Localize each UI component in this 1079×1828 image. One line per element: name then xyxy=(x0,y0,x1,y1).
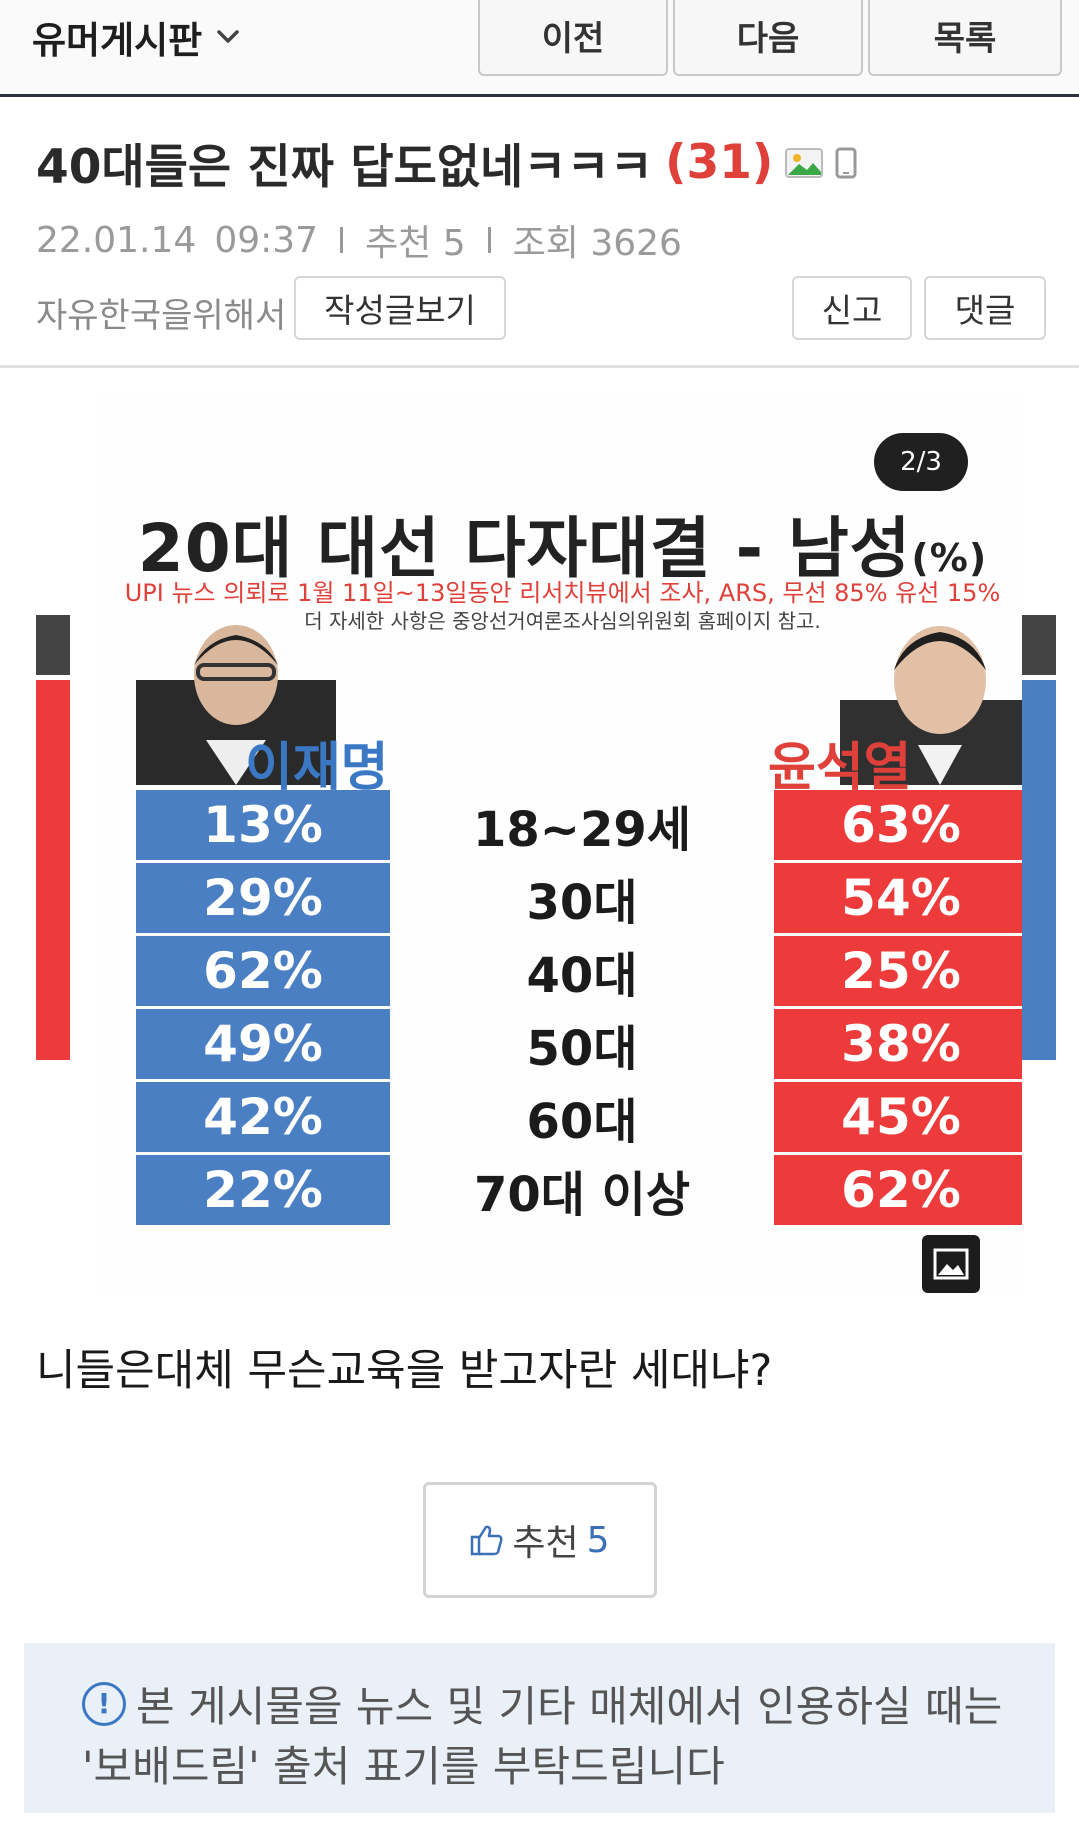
poll-value-left: 22% xyxy=(136,1155,390,1225)
poll-age-group: 70대 이상 xyxy=(474,1167,690,1223)
poll-row: 42% 60대 45% xyxy=(136,1082,1028,1155)
mobile-icon xyxy=(835,147,857,178)
post-time: 09:37 xyxy=(214,219,319,261)
recommend-count: 5 xyxy=(586,1519,610,1561)
recommend-label: 추천 xyxy=(512,1523,579,1564)
recommend-meta: 추천 5 xyxy=(365,223,466,264)
poll-value-left: 62% xyxy=(136,936,390,1006)
next-button[interactable]: 다음 xyxy=(673,0,863,76)
poll-subtitle: UPI 뉴스 의뢰로 1월 11일~13일동안 리서치뷰에서 조사, ARS, … xyxy=(124,579,1001,607)
view-posts-button[interactable]: 작성글보기 xyxy=(294,276,506,340)
post-meta: 22.01.14 09:37 추천 5 조회 3626 xyxy=(36,214,682,266)
post-body: 니들은대체 무슨교육을 받고자란 세대냐? xyxy=(36,1346,773,1396)
poll-age-group: 50대 xyxy=(526,1021,638,1077)
poll-value-right: 45% xyxy=(774,1082,1028,1152)
next-image-slice[interactable] xyxy=(1022,395,1056,1295)
meta-divider xyxy=(487,227,491,253)
poll-row: 29% 30대 54% xyxy=(136,863,1028,936)
header-divider xyxy=(0,365,1079,368)
post-title-text: 40대들은 진짜 답도없네ㅋㅋㅋ xyxy=(36,140,654,195)
poll-row: 22% 70대 이상 62% xyxy=(136,1155,1028,1228)
post-title: 40대들은 진짜 답도없네ㅋㅋㅋ (31) xyxy=(36,128,857,197)
poll-value-right: 63% xyxy=(774,790,1028,860)
candidate-right-photo xyxy=(840,626,1040,785)
poll-value-left: 49% xyxy=(136,1009,390,1079)
poll-title-unit: (%) xyxy=(911,536,988,580)
prev-image-strip xyxy=(36,680,70,1060)
poll-table: 13% 18~29세 63% 29% 30대 54% 62% 40대 25% 49% 50대 38% 4… xyxy=(136,790,1028,1228)
views-meta: 조회 3626 xyxy=(512,223,682,264)
board-selector[interactable]: 유머게시판 xyxy=(32,10,240,64)
poll-value-right: 62% xyxy=(774,1155,1028,1225)
candidate-left-name: 이재명 xyxy=(245,738,389,798)
notice-box: ! 본 게시물을 뉴스 및 기타 매체에서 인용하실 때는 '보배드림' 출처 … xyxy=(24,1643,1055,1813)
notice-line-1: ! 본 게시물을 뉴스 및 기타 매체에서 인용하실 때는 xyxy=(82,1673,1002,1734)
next-image-strip xyxy=(1022,680,1056,1060)
image-attached-icon xyxy=(785,147,824,178)
poll-age-group: 40대 xyxy=(526,948,638,1004)
poll-row: 13% 18~29세 63% xyxy=(136,790,1028,863)
report-button[interactable]: 신고 xyxy=(792,276,912,340)
poll-title-text: 20대 대선 다자대결 - 남성 xyxy=(137,510,912,587)
list-button[interactable]: 목록 xyxy=(868,0,1062,76)
poll-image: 20대 대선 다자대결 - 남성(%) UPI 뉴스 의뢰로 1월 11일~13… xyxy=(100,395,1040,1295)
prev-image-photo xyxy=(36,615,70,675)
poll-value-right: 38% xyxy=(774,1009,1028,1079)
gallery-icon[interactable] xyxy=(922,1235,980,1293)
poll-age-group: 30대 xyxy=(526,875,638,931)
image-gallery-icon xyxy=(933,1248,969,1280)
comment-button[interactable]: 댓글 xyxy=(924,276,1046,340)
top-nav-bar: 유머게시판 이전 다음 목록 xyxy=(0,0,1079,97)
info-icon: ! xyxy=(82,1681,126,1726)
poll-value-left: 29% xyxy=(136,863,390,933)
poll-row: 49% 50대 38% xyxy=(136,1009,1028,1082)
recommend-button[interactable]: 추천 5 xyxy=(423,1482,657,1598)
notice-text-1: 본 게시물을 뉴스 및 기타 매체에서 인용하실 때는 xyxy=(136,1682,1003,1731)
meta-divider xyxy=(340,227,344,253)
poll-value-right: 25% xyxy=(774,936,1028,1006)
poll-value-left: 42% xyxy=(136,1082,390,1152)
poll-row: 62% 40대 25% xyxy=(136,936,1028,1009)
image-counter: 2/3 xyxy=(874,433,968,491)
poll-age-group: 60대 xyxy=(526,1094,638,1150)
image-viewer[interactable]: 20대 대선 다자대결 - 남성(%) UPI 뉴스 의뢰로 1월 11일~13… xyxy=(36,395,1056,1295)
thumbs-up-icon xyxy=(471,1525,503,1556)
post-date: 22.01.14 xyxy=(36,219,197,261)
poll-value-right: 54% xyxy=(774,863,1028,933)
author-row: 자유한국을위해서 작성글보기 신고 댓글 xyxy=(36,276,1046,342)
author-name[interactable]: 자유한국을위해서 xyxy=(36,296,287,336)
poll-value-left: 13% xyxy=(136,790,390,860)
poll-age-group: 18~29세 xyxy=(473,802,691,858)
candidate-left-photo xyxy=(136,625,336,785)
chevron-down-icon xyxy=(217,30,239,43)
prev-button[interactable]: 이전 xyxy=(478,0,668,76)
poll-note: 더 자세한 사항은 중앙선거여론조사심의위원회 홈페이지 참고. xyxy=(304,609,821,633)
candidate-right-name: 윤석열 xyxy=(768,738,912,798)
next-image-photo xyxy=(1022,615,1056,675)
prev-image-slice[interactable] xyxy=(36,395,70,1295)
comment-count[interactable]: (31) xyxy=(665,135,774,190)
board-name: 유머게시판 xyxy=(32,19,203,62)
notice-text-2: '보배드림' 출처 표기를 부탁드립니다 xyxy=(82,1742,725,1791)
poll-title: 20대 대선 다자대결 - 남성(%) xyxy=(100,495,1025,591)
